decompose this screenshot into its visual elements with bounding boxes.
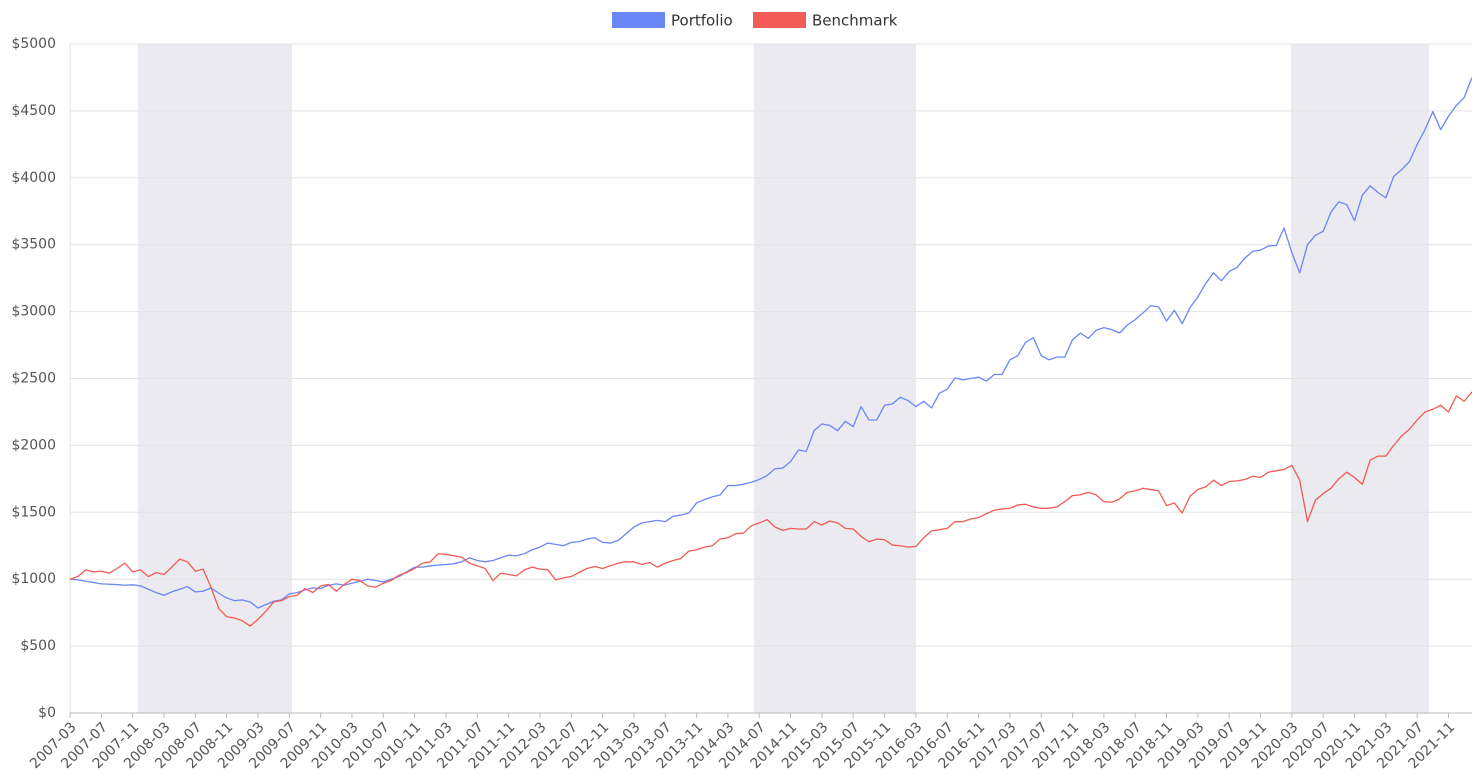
legend: Portfolio Benchmark (612, 12, 898, 30)
series-line (69, 391, 1472, 627)
y-tick-label: $4500 (11, 103, 56, 119)
y-tick-label: $3500 (11, 237, 56, 253)
legend-label: Benchmark (812, 12, 898, 30)
y-tick-label: $1500 (11, 504, 56, 520)
legend-swatch (753, 12, 806, 28)
legend-swatch (612, 12, 665, 28)
y-tick-label: $3000 (11, 304, 56, 320)
y-tick-label: $2500 (11, 371, 56, 387)
y-tick-label: $4000 (11, 170, 56, 186)
y-tick-label: $500 (20, 638, 56, 654)
y-tick-label: $0 (38, 705, 56, 721)
y-tick-label: $1000 (11, 571, 56, 587)
legend-label: Portfolio (671, 12, 733, 30)
y-tick-label: $2000 (11, 437, 56, 453)
y-tick-label: $5000 (11, 36, 56, 52)
